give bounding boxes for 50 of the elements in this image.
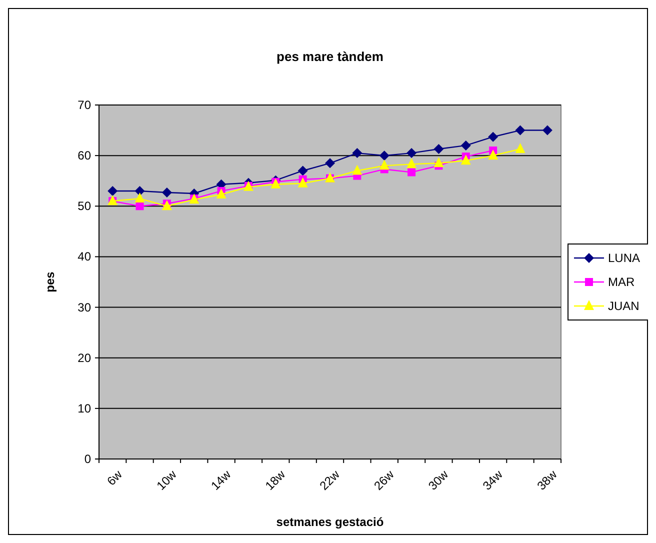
y-tick-label: 50 [78,199,92,214]
y-axis-title: pes [43,271,57,292]
y-tick-label: 60 [78,148,92,163]
point [298,177,308,188]
point [270,178,281,188]
y-tick-label: 10 [78,401,92,416]
point [352,148,362,158]
point [216,188,226,199]
point [406,158,417,168]
point [298,166,308,176]
x-tick-label: 14w [208,467,234,493]
x-tick-label: 22w [316,467,343,493]
legend-label: MAR [608,275,635,289]
point [515,142,526,153]
point [434,144,444,154]
y-tick-label: 30 [78,300,92,314]
x-tick-label: 30w [426,467,452,493]
point [406,148,417,158]
x-tick-label: 10w [154,467,180,493]
point [542,125,552,136]
point [134,186,145,196]
x-tick-label: 26w [371,467,397,493]
x-tick-label: 38w [534,467,560,493]
point [488,132,498,142]
point [352,164,362,175]
point [488,150,498,160]
point [408,168,416,176]
y-tick-label: 20 [78,350,92,365]
point [379,150,390,161]
point [515,125,526,136]
chart-title: pes mare tàndem [276,49,384,64]
y-tick-label: 0 [84,452,92,466]
x-axis-title: setmanes gestació [276,515,384,529]
y-tick-label: 70 [78,98,92,112]
point [136,202,144,210]
point [325,158,335,168]
point [162,200,172,210]
legend-label: JUAN [608,299,640,313]
y-tick-label: 40 [78,250,92,264]
x-tick-label: 18w [262,467,288,493]
point [134,192,145,203]
point [434,157,444,168]
legend-label: LUNA [608,251,640,265]
point [460,140,471,150]
point [460,154,471,165]
x-tick-label: 6w [104,467,126,488]
point [108,186,118,196]
point [379,160,390,170]
point [162,187,172,198]
x-tick-label: 34w [480,467,506,493]
